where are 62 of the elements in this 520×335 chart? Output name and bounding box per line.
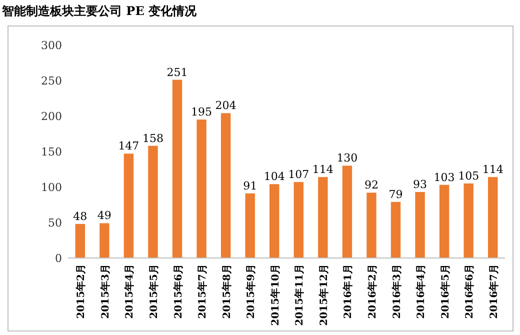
y-tick-label: 0 [55,252,62,265]
x-tick-label: 2016年4月 [415,264,428,319]
x-tick-label: 2015年8月 [220,264,233,319]
bar [148,146,158,258]
x-tick-label: 2016年6月 [464,264,476,319]
x-tick-label: 2016年3月 [390,264,403,319]
x-tick-label: 2016年7月 [488,264,500,319]
data-label: 114 [482,163,504,176]
y-tick-label: 150 [41,146,62,158]
x-tick-label: 2015年9月 [245,264,258,319]
bar [196,120,206,258]
data-label: 107 [288,168,310,182]
y-tick-label: 300 [41,39,62,52]
bar [245,193,255,258]
x-tick-label: 2016年2月 [366,264,378,319]
x-tick-label: 2015年2月 [75,264,88,319]
data-label: 195 [191,106,212,119]
x-tick-label: 2015年6月 [172,264,184,319]
data-label: 91 [243,179,258,192]
data-label: 105 [458,169,480,182]
y-tick-label: 100 [41,181,62,194]
data-label: 93 [413,178,428,191]
y-tick-label: 200 [41,110,62,123]
bar [488,177,498,258]
bar [318,177,328,258]
x-tick-label: 2015年5月 [148,264,160,319]
data-label: 104 [264,170,285,184]
bar [124,154,134,258]
data-label: 48 [73,210,88,223]
x-tick-label: 2015年4月 [124,264,136,319]
x-tick-label: 2015年10月 [269,264,282,326]
y-tick-label: 250 [41,74,62,88]
bar [172,80,182,258]
x-tick-label: 2015年7月 [196,264,209,319]
bar [415,192,425,258]
data-label: 92 [364,178,378,192]
bar [464,183,474,258]
data-label: 147 [118,140,140,153]
bar [294,182,304,258]
x-tick-label: 2016年5月 [439,264,452,319]
bar [220,113,231,258]
bar [342,166,352,258]
data-label: 49 [97,209,112,222]
data-label: 251 [166,66,188,79]
data-label: 103 [434,170,455,184]
y-tick-label: 50 [48,216,62,230]
x-tick-label: 2015年12月 [318,264,330,326]
data-label: 79 [388,188,403,201]
bar [366,192,376,258]
chart-title: 智能制造板块主要公司 PE 变化情况 [1,4,198,18]
x-tick-label: 2016年1月 [342,264,354,319]
data-label: 130 [336,152,358,165]
bar [270,184,280,258]
x-tick-label: 2015年11月 [294,264,306,326]
data-label: 158 [142,132,164,145]
bar [100,223,110,258]
bar [75,224,85,258]
bar [390,202,401,258]
x-tick-label: 2015年3月 [99,264,112,319]
bar [439,184,450,258]
data-label: 114 [312,163,334,176]
data-label: 204 [215,99,236,112]
